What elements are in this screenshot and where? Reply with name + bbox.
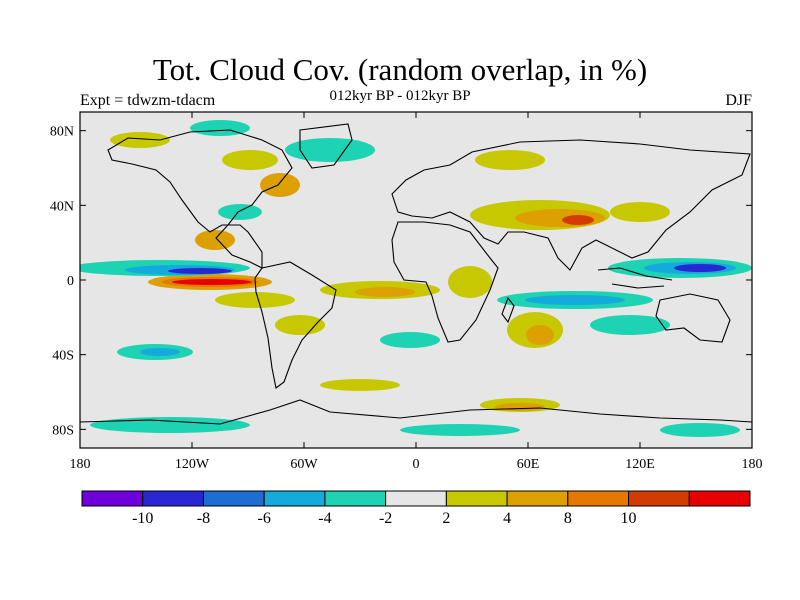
experiment-label: Expt = tdwzm-tdacm xyxy=(80,92,216,109)
colorbar-box xyxy=(81,490,144,507)
coastline-eurasia xyxy=(391,139,751,271)
anomaly-blob xyxy=(525,295,625,305)
anomaly-blob xyxy=(215,292,295,308)
coastline-indonesia xyxy=(597,267,673,289)
lon-tick-label: 120E xyxy=(625,457,655,472)
anomaly-blob xyxy=(260,173,300,197)
colorbar-box xyxy=(263,490,326,507)
colorbar-box xyxy=(445,490,508,507)
colorbar-box xyxy=(202,490,265,507)
anomaly-blob xyxy=(110,132,170,148)
colorbar-label: -10 xyxy=(132,510,153,527)
anomaly-blob xyxy=(562,215,594,225)
anomaly-blob xyxy=(355,287,415,297)
plot-title: Tot. Cloud Cov. (random overlap, in %) xyxy=(152,52,648,87)
colorbar-label: 2 xyxy=(442,510,450,527)
colorbar-box xyxy=(628,490,690,507)
lat-tick-label: 0 xyxy=(67,274,74,289)
anomaly-blob xyxy=(285,138,375,162)
map-axes: 80N 40N 0 40S 80S 180 120W 60W 0 60E 120E 180 xyxy=(50,112,763,472)
lat-tick-label: 80N xyxy=(50,125,74,140)
coastline-australia xyxy=(655,293,731,343)
anomaly-blob xyxy=(674,264,726,272)
coastline-madagascar xyxy=(501,296,515,324)
anomaly-blob xyxy=(195,230,235,250)
colorbar-box xyxy=(142,490,204,507)
colorbar-label: -8 xyxy=(197,510,210,527)
coastline-north-america xyxy=(107,129,293,269)
anomaly-blob xyxy=(380,332,440,348)
lon-tick-label: 60W xyxy=(290,457,318,472)
colorbar-label: -4 xyxy=(318,510,331,527)
colorbar-box xyxy=(688,490,751,507)
colorbar-box xyxy=(324,490,387,507)
lat-tick-label: 40N xyxy=(50,199,74,214)
colorbar-label: -2 xyxy=(379,510,392,527)
anomaly-blob xyxy=(475,150,545,170)
anomaly-blob xyxy=(140,348,180,356)
lon-tick-label: 0 xyxy=(413,457,420,472)
anomaly-blob xyxy=(172,279,252,285)
anomaly-blob xyxy=(610,202,670,222)
coastline-antarctica xyxy=(80,399,752,425)
coastline-south-america xyxy=(254,261,337,389)
coastline-africa xyxy=(391,221,499,343)
lat-tick-label: 40S xyxy=(52,349,74,364)
colorbar xyxy=(81,490,751,507)
colorbar-box xyxy=(567,490,630,507)
colorbar-box xyxy=(385,490,447,507)
anomaly-blob xyxy=(495,403,545,411)
anomaly-blob xyxy=(90,417,250,433)
lon-tick-label: 60E xyxy=(517,457,540,472)
season-label: DJF xyxy=(725,92,752,109)
colorbar-label: -6 xyxy=(258,510,271,527)
anomaly-blob xyxy=(660,423,740,437)
anomaly-blob xyxy=(222,150,278,170)
lat-tick-label: 80S xyxy=(52,423,74,438)
anomaly-blob xyxy=(526,325,554,345)
anomaly-blob xyxy=(448,266,492,298)
plot-subtitle: 012kyr BP - 012kyr BP xyxy=(329,88,471,104)
anomaly-blob xyxy=(168,268,232,274)
colorbar-label: 4 xyxy=(503,510,511,527)
anomaly-blob xyxy=(275,315,325,335)
lon-tick-label: 180 xyxy=(70,457,91,472)
coastline-greenland xyxy=(299,123,353,169)
colorbar-label: 10 xyxy=(621,510,637,527)
anomaly-blob xyxy=(590,315,670,335)
anomaly-field xyxy=(80,120,752,437)
colorbar-label: 8 xyxy=(564,510,572,527)
colorbar-labels: -10 -8 -6 -4 -2 2 4 8 10 xyxy=(132,510,636,527)
anomaly-blob xyxy=(320,379,400,391)
coastlines xyxy=(80,123,752,425)
anomaly-blob xyxy=(218,204,262,220)
lon-tick-label: 180 xyxy=(742,457,763,472)
lon-tick-label: 120W xyxy=(175,457,210,472)
colorbar-box xyxy=(506,490,569,507)
anomaly-blob xyxy=(400,424,520,436)
